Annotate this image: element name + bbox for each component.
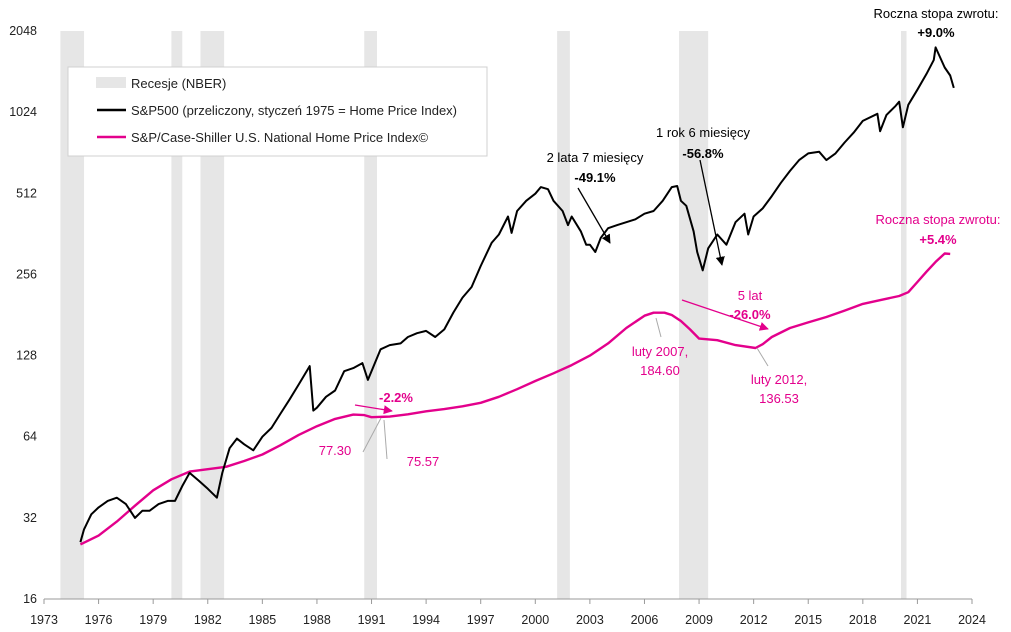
x-tick-label: 2000 bbox=[521, 613, 549, 627]
x-tick-label: 1985 bbox=[248, 613, 276, 627]
x-tick-label: 2024 bbox=[958, 613, 986, 627]
annotation-label: -56.8% bbox=[682, 146, 724, 161]
x-tick-label: 2009 bbox=[685, 613, 713, 627]
annotation-label: 184.60 bbox=[640, 363, 680, 378]
x-tick-label: 1979 bbox=[139, 613, 167, 627]
annotation-label: 77.30 bbox=[319, 443, 352, 458]
leader-line bbox=[756, 347, 769, 367]
x-tick-label: 1982 bbox=[194, 613, 222, 627]
x-tick-label: 2021 bbox=[904, 613, 932, 627]
annotation-label: -49.1% bbox=[574, 170, 616, 185]
recession-band bbox=[901, 31, 907, 599]
x-tick-label: 2015 bbox=[794, 613, 822, 627]
x-tick-label: 1973 bbox=[30, 613, 58, 627]
x-tick-label: 1976 bbox=[85, 613, 113, 627]
y-tick-label: 2048 bbox=[9, 24, 37, 38]
annotation-label: 136.53 bbox=[759, 391, 799, 406]
legend-box bbox=[67, 66, 488, 157]
annotation-label: luty 2012, bbox=[751, 372, 807, 387]
recession-bands bbox=[60, 31, 907, 599]
y-tick-label: 64 bbox=[23, 430, 37, 444]
recession-band bbox=[679, 31, 709, 599]
annotation-arrow bbox=[354, 404, 393, 415]
x-tick-label: 1997 bbox=[467, 613, 495, 627]
annotation-label: -2.2% bbox=[379, 390, 413, 405]
x-tick-label: 1994 bbox=[412, 613, 440, 627]
recession-band bbox=[200, 31, 225, 599]
annotation-label: 75.57 bbox=[407, 454, 440, 469]
y-tick-label: 128 bbox=[16, 349, 37, 363]
legend-label: S&P500 (przeliczony, styczeń 1975 = Home… bbox=[131, 103, 457, 118]
leader-line bbox=[655, 317, 662, 338]
legend: Recesje (NBER) S&P500 (przeliczony, stycz… bbox=[67, 66, 488, 157]
recession-band bbox=[557, 31, 570, 599]
annotation-label: 5 lat bbox=[738, 288, 763, 303]
annotation-label: 1 rok 6 miesięcy bbox=[656, 125, 750, 140]
x-tick-label: 2018 bbox=[849, 613, 877, 627]
y-tick-label: 512 bbox=[16, 186, 37, 200]
recession-band bbox=[171, 31, 183, 599]
y-tick-label: 32 bbox=[23, 511, 37, 525]
y-tick-label: 16 bbox=[23, 592, 37, 606]
annotation-label: Roczna stopa zwrotu: bbox=[873, 6, 998, 21]
series-lines bbox=[79, 46, 955, 546]
legend-label: S&P/Case-Shiller U.S. National Home Pric… bbox=[131, 130, 429, 145]
annotation-arrow bbox=[681, 299, 769, 331]
annotation-arrow bbox=[699, 159, 725, 266]
annotation-label: +9.0% bbox=[917, 25, 955, 40]
x-tick-label: 2012 bbox=[740, 613, 768, 627]
annotation-arrow bbox=[577, 187, 611, 244]
x-tick-label: 1991 bbox=[358, 613, 386, 627]
x-tick-label: 2006 bbox=[631, 613, 659, 627]
series-sp500-line bbox=[79, 46, 955, 543]
axes: 1973 1976 1979 1982 1985 1988 1991 1994 1997 2000… bbox=[9, 24, 986, 627]
x-tick-label: 1988 bbox=[303, 613, 331, 627]
y-tick-label: 256 bbox=[16, 267, 37, 281]
leader-line bbox=[362, 417, 382, 453]
annotation-label: luty 2007, bbox=[632, 344, 688, 359]
legend-swatch bbox=[96, 77, 126, 88]
annotations: Roczna stopa zwrotu: +9.0% 2 lata 7 miesię… bbox=[319, 6, 1001, 469]
legend-label: Recesje (NBER) bbox=[131, 76, 226, 91]
annotation-label: 2 lata 7 miesięcy bbox=[547, 150, 644, 165]
x-tick-label: 2003 bbox=[576, 613, 604, 627]
annotation-label: -26.0% bbox=[729, 307, 771, 322]
series-home-price-line bbox=[79, 252, 951, 546]
annotation-label: +5.4% bbox=[919, 232, 957, 247]
recession-band bbox=[364, 31, 377, 599]
leader-line bbox=[383, 419, 388, 460]
recession-band bbox=[60, 31, 85, 599]
y-tick-label: 1024 bbox=[9, 105, 37, 119]
annotation-label: Roczna stopa zwrotu: bbox=[875, 212, 1000, 227]
